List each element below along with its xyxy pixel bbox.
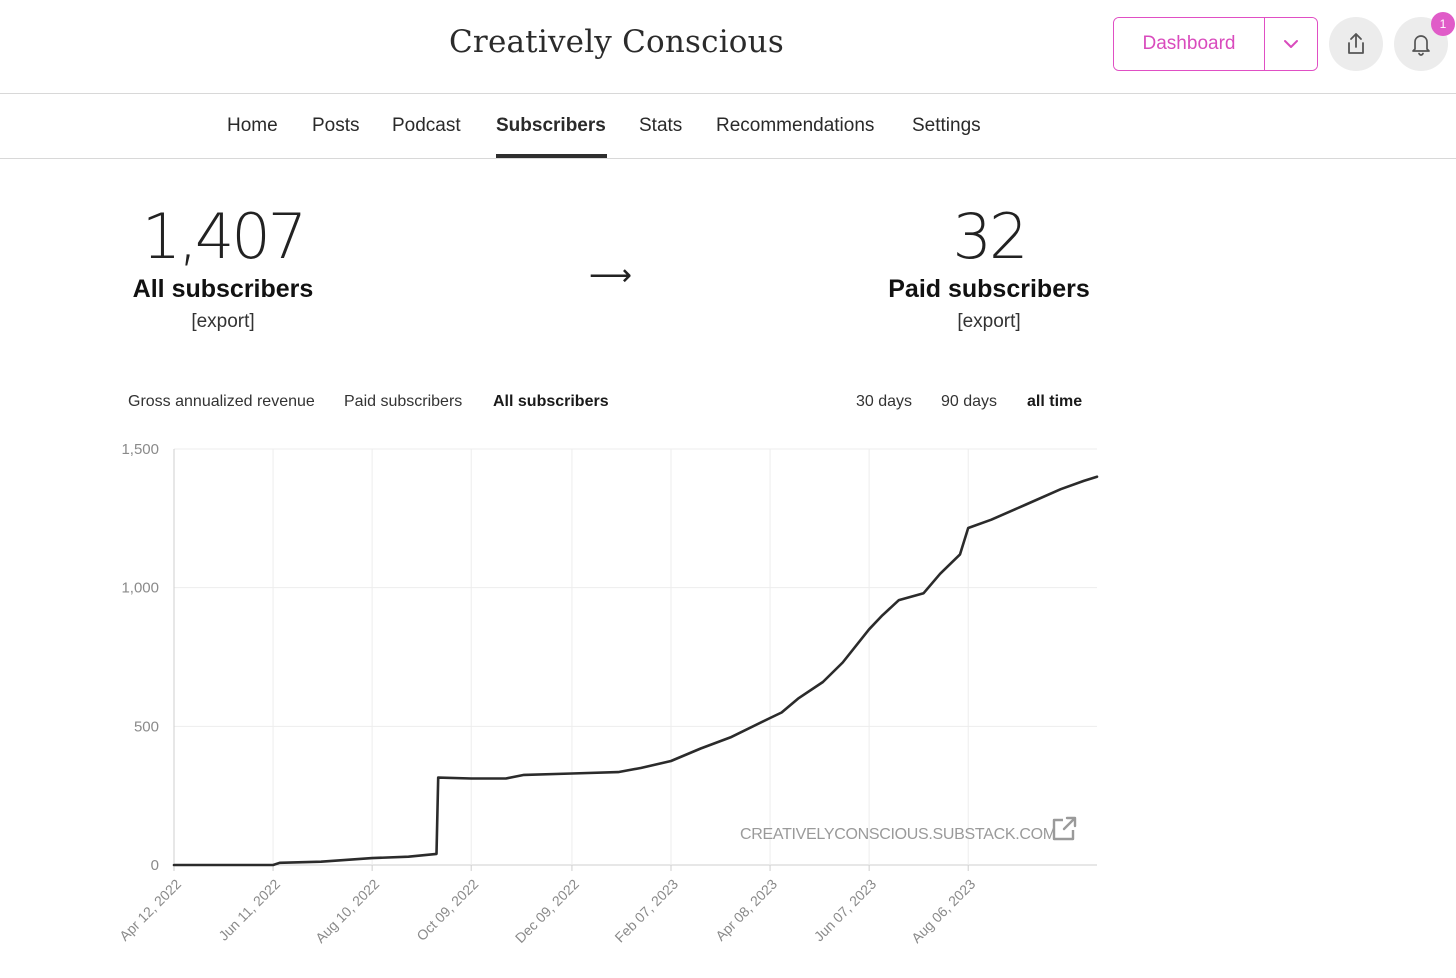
bell-icon: [1412, 35, 1430, 56]
active-tab-indicator: [496, 154, 607, 158]
range-tab-30-days[interactable]: 30 days: [856, 393, 913, 410]
chevron-down-icon: [1284, 40, 1298, 48]
metric-tab-all-subscribers[interactable]: All subscribers: [493, 393, 609, 410]
notification-count-badge: 1: [1431, 12, 1455, 36]
dashboard-nav: Home Posts Podcast Subscribers Stats Rec…: [0, 95, 1456, 159]
all-subscribers-count: 1,407: [141, 200, 308, 273]
range-tab-90-days[interactable]: 90 days: [941, 393, 998, 410]
tab-recommendations[interactable]: Recommendations: [716, 115, 875, 136]
dashboard-dropdown-button[interactable]: [1265, 18, 1317, 70]
x-tick-label: Dec 09, 2022: [512, 876, 582, 946]
y-tick-label: 500: [134, 718, 159, 735]
x-tick-label: Oct 09, 2022: [413, 876, 481, 944]
x-tick-label: Jun 11, 2022: [215, 876, 283, 944]
site-title[interactable]: Creatively Conscious: [449, 24, 784, 60]
arrow-icon: ⟶: [589, 259, 633, 292]
x-tick-label: Apr 08, 2023: [712, 876, 780, 944]
dashboard-button[interactable]: Dashboard: [1114, 18, 1265, 70]
top-header: Creatively Conscious Dashboard 1: [0, 0, 1456, 94]
tab-settings[interactable]: Settings: [912, 115, 981, 136]
x-tick-label: Aug 06, 2023: [908, 876, 978, 946]
paid-subscribers-count: 32: [952, 200, 1029, 273]
subscribers-line-chart: 0 500 1,000 1,500 Apr 12, 2022 Jun 11, 2022 Au…: [116, 441, 1099, 946]
all-subscribers-label: All subscribers: [132, 275, 314, 303]
subscribers-series-line: [172, 475, 1099, 867]
y-tick-label: 1,500: [121, 441, 159, 458]
range-tab-all-time[interactable]: all time: [1027, 393, 1083, 410]
tab-podcast[interactable]: Podcast: [392, 115, 461, 136]
share-button[interactable]: [1329, 17, 1383, 71]
tab-posts[interactable]: Posts: [312, 115, 360, 136]
external-link-icon[interactable]: [1050, 815, 1078, 843]
x-tick-label: Apr 12, 2022: [116, 876, 184, 944]
metric-tab-gross-revenue[interactable]: Gross annualized revenue: [128, 393, 315, 410]
x-tick-label: Feb 07, 2023: [611, 876, 681, 946]
share-icon: [1348, 33, 1364, 54]
y-tick-label: 1,000: [121, 580, 159, 597]
all-subscribers-export-link[interactable]: [export]: [191, 311, 255, 332]
x-tick-label: Jun 07, 2023: [811, 876, 880, 945]
paid-subscribers-label: Paid subscribers: [888, 275, 1090, 303]
tab-home[interactable]: Home: [227, 115, 278, 136]
tab-stats[interactable]: Stats: [639, 115, 683, 136]
tab-subscribers[interactable]: Subscribers: [496, 115, 606, 136]
y-tick-label: 0: [151, 857, 159, 874]
x-tick-label: Aug 10, 2022: [312, 876, 382, 946]
paid-subscribers-export-link[interactable]: [export]: [957, 311, 1021, 332]
substack-url-watermark: CREATIVELYCONSCIOUS.SUBSTACK.COM: [740, 826, 1056, 843]
metric-tab-paid-subscribers[interactable]: Paid subscribers: [344, 393, 463, 410]
dashboard-split-button: Dashboard: [1113, 17, 1318, 71]
